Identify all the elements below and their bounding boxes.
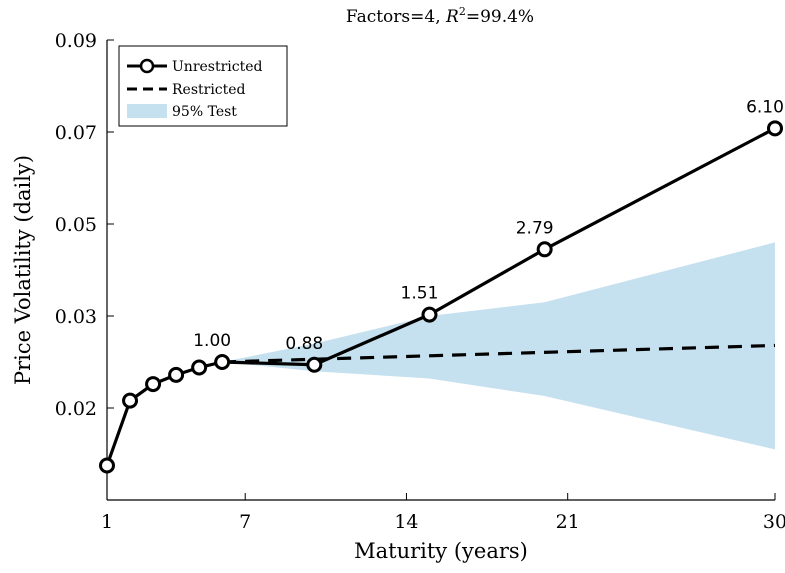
x-tick-label: 14 <box>394 511 418 533</box>
x-tick-label: 21 <box>556 511 580 533</box>
legend-entry-restricted: Restricted <box>127 82 246 98</box>
data-label: 1.51 <box>401 284 439 304</box>
ticks: 1 7 14 21 30 0.02 0.03 0.05 0.07 0.09 <box>55 30 785 533</box>
unrestricted-point-marker <box>536 241 553 258</box>
legend: Unrestricted Restricted 95% Test <box>118 45 288 127</box>
confidence-band-layer <box>222 242 775 450</box>
legend-label-restricted: Restricted <box>172 82 246 98</box>
unrestricted-series-line <box>105 126 776 467</box>
chart-title: Factors=4, R2=99.4% <box>346 5 534 27</box>
unrestricted-point-marker <box>191 359 208 376</box>
y-tick-label: 0.03 <box>55 306 97 328</box>
unrestricted-point-marker <box>767 120 783 137</box>
series-layer <box>99 120 783 474</box>
legend-band-swatch <box>127 104 167 118</box>
legend-label-band: 95% Test <box>172 104 237 120</box>
x-tick-label: 1 <box>101 511 113 533</box>
axes <box>106 40 775 501</box>
unrestricted-point-marker <box>99 457 115 474</box>
y-tick-label: 0.05 <box>55 214 97 236</box>
data-label: 6.10 <box>746 97 784 117</box>
legend-label-unrestricted: Unrestricted <box>172 59 263 75</box>
unrestricted-point-marker <box>421 306 438 323</box>
legend-entry-unrestricted: Unrestricted <box>127 58 263 75</box>
data-labels: 1.00 0.88 1.51 2.79 6.10 <box>193 97 784 353</box>
legend-circle-marker <box>139 58 155 74</box>
unrestricted-point-marker <box>306 356 323 373</box>
x-axis-title: Maturity (years) <box>354 539 528 563</box>
y-tick-label: 0.07 <box>55 122 97 144</box>
y-tick-label: 0.09 <box>55 30 97 52</box>
unrestricted-point-marker <box>122 392 139 409</box>
data-label: 0.88 <box>285 334 323 354</box>
y-tick-label: 0.02 <box>55 398 97 420</box>
data-label: 2.79 <box>516 218 554 238</box>
y-axis-title: Price Volatility (daily) <box>11 155 35 385</box>
confidence-band-area <box>222 242 775 450</box>
x-tick-label: 7 <box>239 511 251 533</box>
unrestricted-point-marker <box>214 354 231 370</box>
legend-entry-band: 95% Test <box>127 104 237 120</box>
unrestricted-point-marker <box>145 376 162 393</box>
unrestricted-point-marker <box>168 366 185 383</box>
x-tick-label: 30 <box>763 511 785 533</box>
data-label: 1.00 <box>193 331 231 351</box>
